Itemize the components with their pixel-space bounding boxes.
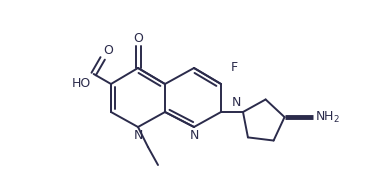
- Text: O: O: [133, 32, 143, 45]
- Text: N: N: [232, 96, 241, 109]
- Text: NH$_2$: NH$_2$: [315, 110, 340, 125]
- Text: HO: HO: [71, 77, 91, 90]
- Text: O: O: [104, 44, 113, 57]
- Text: F: F: [231, 61, 238, 74]
- Text: N: N: [133, 129, 143, 142]
- Text: N: N: [189, 129, 199, 142]
